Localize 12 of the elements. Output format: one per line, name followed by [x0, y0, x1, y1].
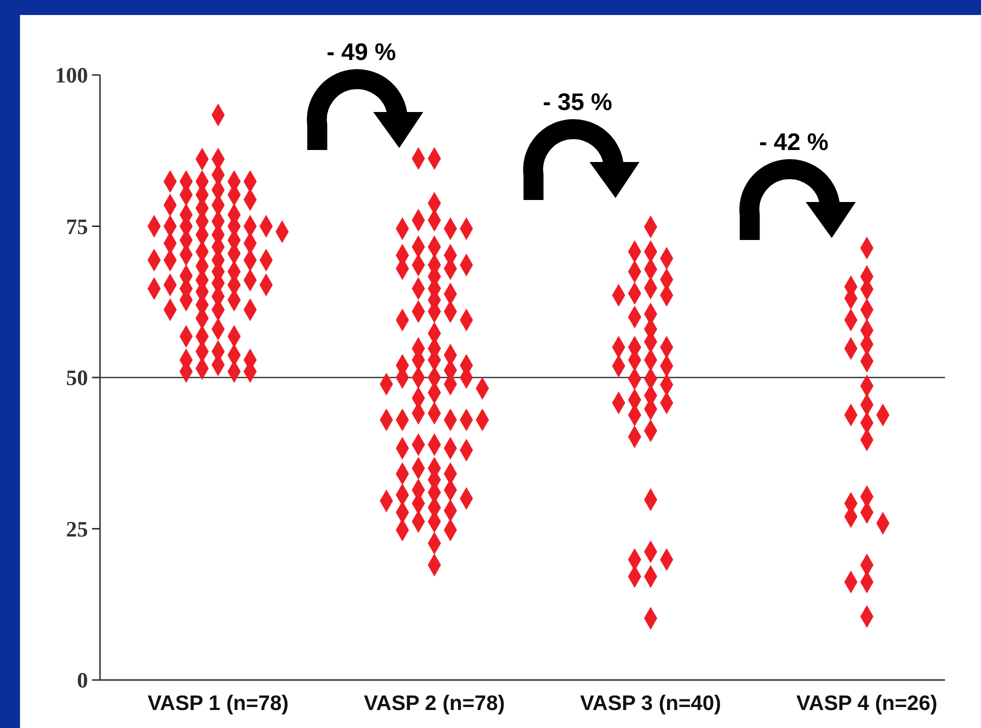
y-tick-label: 25 [66, 516, 88, 542]
y-tick-label: 100 [55, 62, 88, 88]
y-tick-label: 50 [66, 365, 88, 390]
x-tick-label: VASP 1 (n=78) [148, 692, 289, 715]
annotation: - 35 % [542, 89, 612, 116]
annotation: - 42 % [759, 129, 828, 156]
x-tick-label: VASP 2 (n=78) [364, 692, 505, 715]
y-tick-label: 0 [77, 668, 88, 693]
text: - 49 % [326, 39, 396, 66]
x-tick-label: VASP 3 (n=40) [580, 692, 722, 715]
y-tick-label: 75 [66, 214, 88, 239]
x-tick-label: VASP 4 (n=26) [796, 692, 938, 715]
